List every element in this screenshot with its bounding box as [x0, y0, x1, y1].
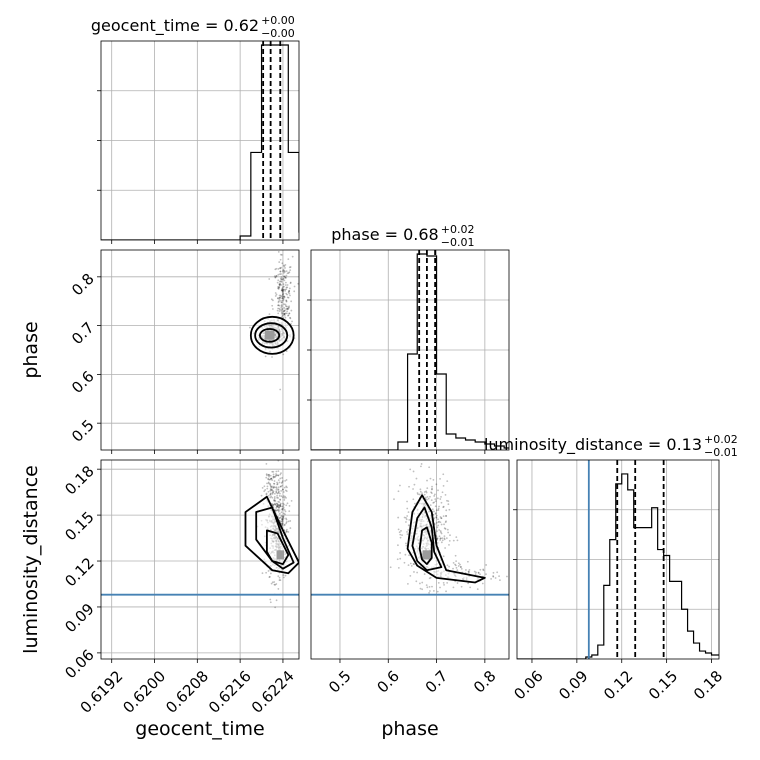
tick-label-y: 0.09 [61, 600, 97, 636]
hist-phase-plot-area [311, 250, 509, 450]
tick-label-y: 0.5 [68, 416, 98, 446]
panel-title: luminosity_distance = 0.13 [484, 435, 702, 455]
tick-label-x: 0.15 [645, 667, 681, 703]
tick-label-y: 0.7 [68, 319, 98, 349]
hist-luminosity-distance: luminosity_distance = 0.13 +0.02−0.01 0.06… [484, 433, 738, 703]
tick-label-x: 0.5 [325, 667, 355, 697]
scatter-distance-vs-phase-frame [310, 459, 510, 660]
tick-label-y: 0.6 [68, 367, 98, 397]
scatter-distance-vs-geocent-time-frame [100, 459, 300, 660]
axis-label-x: geocent_time [135, 718, 264, 740]
histogram-step [517, 473, 719, 659]
tick-label-x: 0.6192 [77, 667, 127, 717]
title-sup: +0.02 [704, 433, 738, 446]
contour-line [259, 328, 281, 343]
tick-label-y: 0.18 [61, 462, 97, 498]
tick-label-x: 0.6224 [248, 667, 298, 717]
scatter-phase-vs-geocent-time: 0.5 0.6 0.7 0.8 phase [20, 249, 300, 454]
contour-line [265, 529, 290, 565]
scatter-distance-vs-phase: 0.5 0.6 0.7 0.8 phase [310, 459, 510, 740]
title-sub: −0.00 [261, 27, 295, 40]
contour-line [406, 494, 486, 584]
scatter-distance-vs-geocent-time-plot-area [101, 460, 299, 659]
tick-label-x: 0.6208 [162, 667, 212, 717]
tick-label-y: 0.12 [61, 554, 97, 590]
tick-label-x: 0.6200 [119, 667, 169, 717]
tick-label-x: 0.7 [422, 667, 452, 697]
tick-label-x: 0.6216 [205, 667, 255, 717]
tick-label-y: 0.06 [61, 646, 97, 682]
tick-label-x: 0.6 [373, 667, 403, 697]
contour-line [418, 526, 433, 565]
tick-label-x: 0.12 [600, 667, 636, 703]
scatter-phase-vs-geocent-time-plot-area [101, 250, 299, 450]
axis-label-x: phase [381, 718, 438, 740]
axis-label-y: luminosity_distance [20, 465, 42, 654]
scatter-distance-vs-phase-plot-area [311, 460, 509, 659]
title-sub: −0.01 [704, 446, 738, 459]
tick-label-x: 0.18 [690, 667, 726, 703]
histogram-step [101, 44, 299, 240]
contour-line [411, 506, 443, 572]
title-sup: +0.00 [261, 14, 295, 27]
tick-label-y: 0.8 [68, 270, 98, 300]
tick-label-x: 0.8 [470, 667, 500, 697]
panel-title: phase = 0.68 [331, 225, 438, 244]
title-sup: +0.02 [441, 223, 475, 236]
hist-geocent-time: geocent_time = 0.62 +0.00−0.00 [91, 14, 300, 244]
axis-label-y: phase [20, 321, 42, 378]
tick-label-x: 0.06 [510, 667, 546, 703]
scatter-phase-vs-geocent-time-frame [100, 249, 300, 451]
histogram-step [311, 253, 509, 450]
tick-label-x: 0.09 [555, 667, 591, 703]
contour-line [244, 495, 299, 575]
tick-label-y: 0.15 [61, 508, 97, 544]
hist-luminosity-distance-plot-area [517, 460, 719, 659]
panel-title: geocent_time = 0.62 [91, 16, 259, 36]
title-sub: −0.01 [441, 236, 475, 249]
hist-phase: phase = 0.68 +0.02−0.01 [307, 223, 510, 454]
hist-geocent-time-plot-area [101, 41, 299, 240]
contour-line [254, 322, 289, 349]
